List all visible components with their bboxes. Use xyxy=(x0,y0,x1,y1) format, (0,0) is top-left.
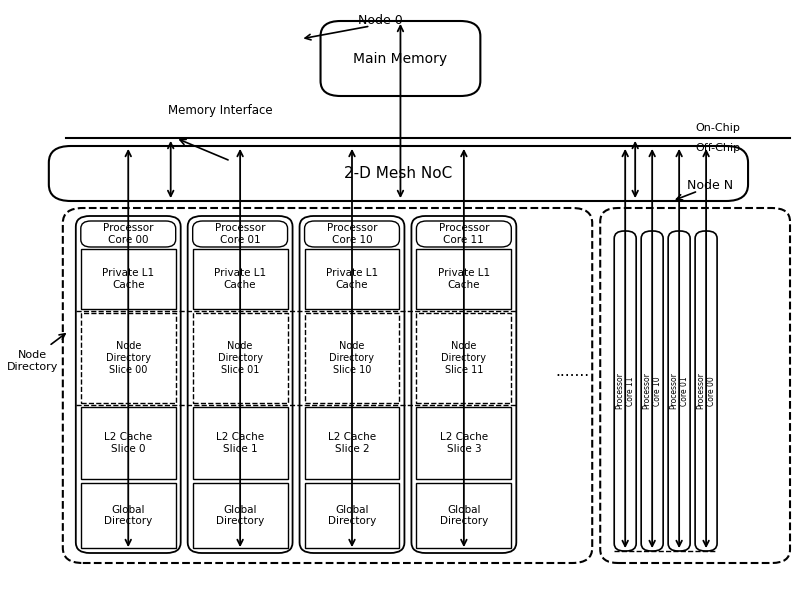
FancyBboxPatch shape xyxy=(411,216,516,553)
Bar xyxy=(417,483,511,548)
Text: Node
Directory
Slice 00: Node Directory Slice 00 xyxy=(106,341,150,374)
Text: Processor
Core 10: Processor Core 10 xyxy=(326,223,378,245)
Text: Private L1
Cache: Private L1 Cache xyxy=(214,268,266,290)
Bar xyxy=(305,249,399,309)
Text: Memory Interface: Memory Interface xyxy=(168,105,273,118)
FancyBboxPatch shape xyxy=(81,221,176,247)
Text: Node
Directory
Slice 10: Node Directory Slice 10 xyxy=(330,341,374,374)
Text: Node
Directory
Slice 01: Node Directory Slice 01 xyxy=(218,341,262,374)
FancyBboxPatch shape xyxy=(614,231,636,551)
Text: Processor
Core 10: Processor Core 10 xyxy=(642,373,662,409)
Text: L2 Cache
Slice 0: L2 Cache Slice 0 xyxy=(104,432,152,454)
Text: Processor
Core 11: Processor Core 11 xyxy=(615,373,635,409)
Bar xyxy=(417,249,511,309)
Text: Node
Directory: Node Directory xyxy=(7,350,58,372)
Bar xyxy=(417,313,511,403)
FancyBboxPatch shape xyxy=(305,221,399,247)
FancyBboxPatch shape xyxy=(695,231,717,551)
Text: On-Chip: On-Chip xyxy=(695,123,740,133)
Bar xyxy=(81,249,176,309)
Bar xyxy=(81,483,176,548)
Text: Global
Directory: Global Directory xyxy=(216,505,264,526)
Bar xyxy=(305,483,399,548)
FancyBboxPatch shape xyxy=(188,216,293,553)
Text: 2-D Mesh NoC: 2-D Mesh NoC xyxy=(344,166,453,181)
Text: Off-Chip: Off-Chip xyxy=(695,143,740,153)
Bar xyxy=(305,313,399,403)
FancyBboxPatch shape xyxy=(417,221,511,247)
FancyBboxPatch shape xyxy=(193,221,287,247)
Bar xyxy=(305,407,399,479)
Bar xyxy=(193,249,287,309)
FancyBboxPatch shape xyxy=(299,216,405,553)
Text: Processor
Core 01: Processor Core 01 xyxy=(215,223,266,245)
Text: Global
Directory: Global Directory xyxy=(104,505,152,526)
Bar xyxy=(417,407,511,479)
Text: Processor
Core 00: Processor Core 00 xyxy=(697,373,716,409)
Bar xyxy=(193,483,287,548)
Text: L2 Cache
Slice 2: L2 Cache Slice 2 xyxy=(328,432,376,454)
Text: Private L1
Cache: Private L1 Cache xyxy=(102,268,154,290)
Text: Processor
Core 11: Processor Core 11 xyxy=(438,223,489,245)
Bar xyxy=(193,407,287,479)
FancyBboxPatch shape xyxy=(76,216,181,553)
Text: Private L1
Cache: Private L1 Cache xyxy=(438,268,490,290)
Bar xyxy=(193,313,287,403)
FancyBboxPatch shape xyxy=(63,208,592,563)
Text: Node
Directory
Slice 11: Node Directory Slice 11 xyxy=(442,341,486,374)
Text: Main Memory: Main Memory xyxy=(354,52,447,66)
Text: L2 Cache
Slice 1: L2 Cache Slice 1 xyxy=(216,432,264,454)
Text: Processor
Core 00: Processor Core 00 xyxy=(103,223,154,245)
Text: Processor
Core 01: Processor Core 01 xyxy=(670,373,689,409)
Text: .......: ....... xyxy=(555,364,590,379)
Text: L2 Cache
Slice 3: L2 Cache Slice 3 xyxy=(440,432,488,454)
FancyBboxPatch shape xyxy=(668,231,690,551)
Text: Node N: Node N xyxy=(687,180,733,192)
FancyBboxPatch shape xyxy=(600,208,790,563)
Text: Private L1
Cache: Private L1 Cache xyxy=(326,268,378,290)
FancyBboxPatch shape xyxy=(49,146,748,201)
FancyBboxPatch shape xyxy=(641,231,663,551)
Bar xyxy=(81,407,176,479)
FancyBboxPatch shape xyxy=(321,21,480,96)
Text: Global
Directory: Global Directory xyxy=(328,505,376,526)
Text: Node 0: Node 0 xyxy=(358,14,403,28)
Text: Global
Directory: Global Directory xyxy=(440,505,488,526)
Bar xyxy=(81,313,176,403)
